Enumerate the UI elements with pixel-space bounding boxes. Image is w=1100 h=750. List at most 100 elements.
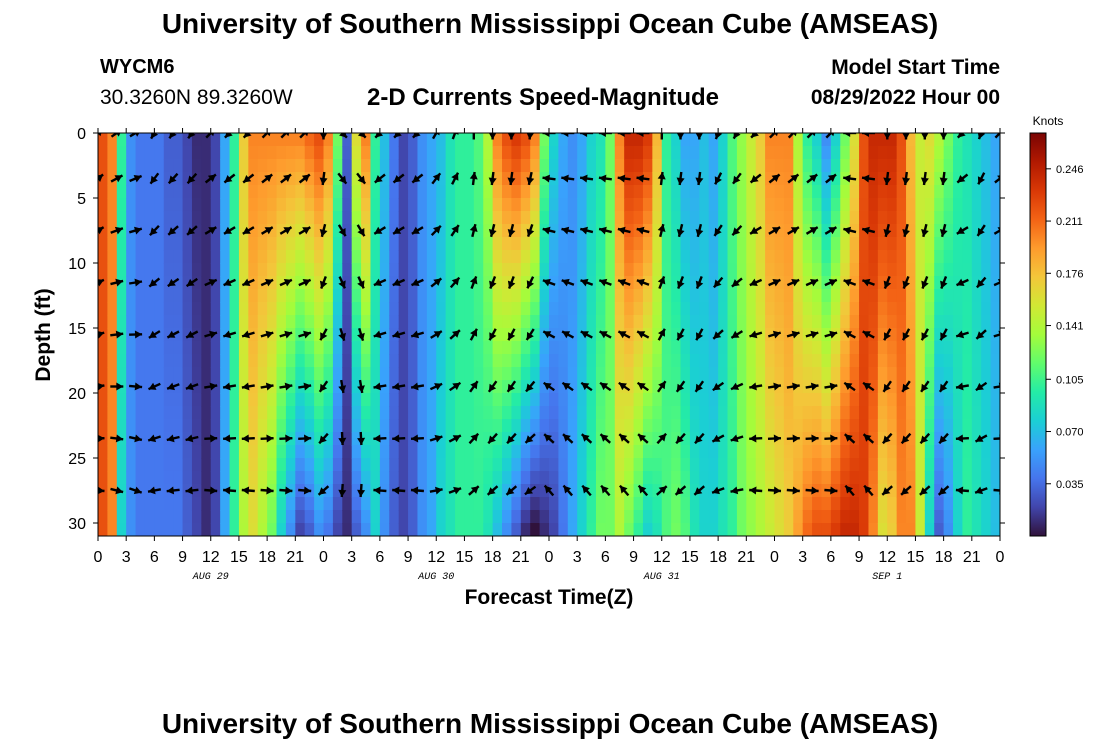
heatmap-cell xyxy=(830,159,841,173)
heatmap-cell xyxy=(144,302,155,316)
heatmap-cell xyxy=(257,263,268,277)
current-arrow-head xyxy=(487,487,496,495)
heatmap-cell xyxy=(699,237,710,251)
heatmap-cell xyxy=(915,354,926,368)
current-arrow-head xyxy=(940,280,948,289)
heatmap-cell xyxy=(736,367,747,381)
heatmap-cell xyxy=(295,172,306,186)
heatmap-cell xyxy=(595,159,606,173)
heatmap-cell xyxy=(220,133,231,147)
heatmap-cell xyxy=(257,172,268,186)
heatmap-cell xyxy=(924,458,935,472)
heatmap-cell xyxy=(530,276,541,290)
heatmap-cell xyxy=(492,263,503,277)
current-arrow-head xyxy=(862,226,870,235)
heatmap-cell xyxy=(971,432,982,446)
current-arrow xyxy=(637,433,649,444)
heatmap-cell xyxy=(436,133,447,147)
current-arrow xyxy=(98,383,105,391)
heatmap-cell xyxy=(633,133,644,147)
heatmap-cell xyxy=(642,328,653,342)
heatmap-cell xyxy=(238,315,249,329)
heatmap-cell xyxy=(595,185,606,199)
heatmap-cell xyxy=(990,302,1000,316)
current-arrow xyxy=(338,276,346,289)
current-arrow-head xyxy=(489,280,497,289)
heatmap-cell xyxy=(699,250,710,264)
heatmap-cell xyxy=(483,341,494,355)
heatmap-cell xyxy=(285,497,296,511)
current-arrow-head xyxy=(488,383,497,392)
x-tick-label: 6 xyxy=(826,549,835,566)
heatmap-cell xyxy=(812,354,823,368)
heatmap-cell xyxy=(144,185,155,199)
current-arrow-head xyxy=(224,226,232,234)
heatmap-cell xyxy=(990,172,1000,186)
heatmap-cell xyxy=(520,419,531,433)
heatmap-cell xyxy=(924,172,935,186)
heatmap-cell xyxy=(332,172,343,186)
heatmap-cell xyxy=(774,289,785,303)
heatmap-cell xyxy=(812,211,823,225)
heatmap-cell xyxy=(342,276,353,290)
current-arrow xyxy=(824,434,838,443)
heatmap-cell xyxy=(558,198,569,212)
heatmap-cell xyxy=(605,263,616,277)
heatmap-cell xyxy=(295,146,306,160)
current-arrow xyxy=(204,486,218,495)
heatmap-cell xyxy=(257,198,268,212)
heatmap-cell xyxy=(201,523,212,536)
current-arrow-head xyxy=(921,229,929,237)
heatmap-cell xyxy=(229,224,240,238)
heatmap-cell xyxy=(229,211,240,225)
heatmap-cell xyxy=(680,445,691,459)
heatmap-cell xyxy=(614,250,625,264)
heatmap-cell xyxy=(539,263,550,277)
heatmap-cell xyxy=(295,224,306,238)
heatmap-cell xyxy=(332,419,343,433)
current-arrow-head xyxy=(811,486,819,495)
heatmap-cell xyxy=(859,419,870,433)
heatmap-cell xyxy=(285,341,296,355)
current-arrow-head xyxy=(357,332,365,341)
heatmap-cell xyxy=(473,250,484,264)
heatmap-cell xyxy=(248,133,259,147)
current-arrow-head xyxy=(773,382,781,391)
heatmap-cell xyxy=(595,419,606,433)
heatmap-cell xyxy=(154,380,165,394)
current-arrow-head xyxy=(304,133,309,137)
heatmap-cell xyxy=(248,367,259,381)
current-arrow xyxy=(186,172,198,185)
heatmap-cell xyxy=(248,341,259,355)
heatmap-cell xyxy=(549,263,559,277)
heatmap-cell xyxy=(229,406,240,420)
current-arrow xyxy=(431,172,442,185)
current-arrow-head xyxy=(149,227,158,236)
heatmap-cell xyxy=(332,367,343,381)
heatmap-cell xyxy=(539,432,550,446)
heatmap-cell xyxy=(981,211,992,225)
current-arrow xyxy=(824,226,838,235)
heatmap-cell xyxy=(859,315,870,329)
heatmap-cell xyxy=(351,289,362,303)
heatmap-cell xyxy=(511,354,522,368)
heatmap-cell xyxy=(332,458,343,472)
heatmap-cell xyxy=(276,224,287,238)
heatmap-cell xyxy=(736,406,747,420)
current-arrow-head xyxy=(167,382,175,391)
heatmap-cell xyxy=(755,250,766,264)
heatmap-cell xyxy=(943,276,954,290)
heatmap-cell xyxy=(323,224,334,238)
heatmap-cell xyxy=(642,484,653,498)
heatmap-cell xyxy=(426,263,437,277)
heatmap-cell xyxy=(906,146,917,160)
heatmap-cell xyxy=(285,406,296,420)
heatmap-cell xyxy=(436,380,447,394)
current-arrow-head xyxy=(658,433,667,442)
heatmap-cell xyxy=(577,406,588,420)
heatmap-cell xyxy=(126,159,137,173)
heatmap-cell xyxy=(398,302,409,316)
heatmap-cell xyxy=(361,393,372,407)
heatmap-cell xyxy=(107,510,118,524)
heatmap-cell xyxy=(135,419,146,433)
